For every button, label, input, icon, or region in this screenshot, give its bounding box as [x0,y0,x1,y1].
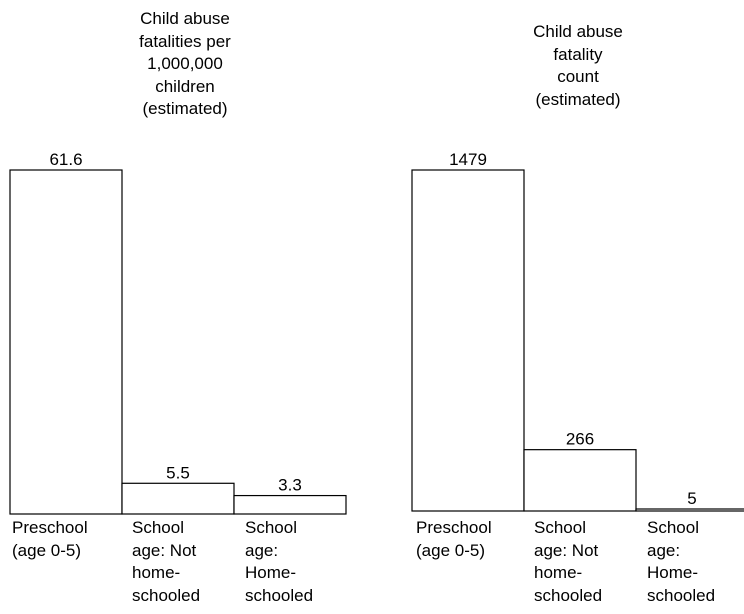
chart-title-line: Child abuse [533,22,623,41]
category-label-line: School [534,518,586,537]
category-label: Preschool (age 0-5) [416,517,528,562]
chart-title: Child abuse fatality count (estimated) [513,21,643,111]
category-label-line: schooled [245,585,314,605]
bar-value-label: 266 [566,430,594,449]
chart-count: Child abuse fatality count (estimated) 1… [372,0,744,614]
category-label-line: home- [534,563,583,582]
chart-title-line: Child abuse [140,9,230,28]
chart-title-line: (estimated) [535,89,621,109]
category-label-line: Home- [245,563,297,582]
category-label-line: School [647,518,699,537]
category-label-line: School [245,518,297,537]
category-label-line: home- [132,563,181,582]
chart-rate: Child abuse fatalities per 1,000,000 chi… [9,8,357,607]
chart-plot: 61.6 5.5 3.3 [9,150,347,515]
bar-value-label: 61.6 [49,150,82,169]
chart-title-line: fatality [553,44,603,64]
category-label-line: (age 0-5) [416,540,485,560]
bar [523,449,637,512]
chart-title-line: (estimated) [142,99,228,118]
bar [9,169,123,515]
bar-value-label: 1479 [449,150,487,169]
category-label-line: age: Not [132,540,197,560]
bar-value-label: 3.3 [278,476,302,495]
category-label-line: age: [245,540,279,560]
chart-title-line: count [557,67,599,86]
category-label-line: schooled [534,585,603,605]
category-label-line: age: Not [534,540,599,560]
category-label: School age: Not home- schooled [534,517,646,607]
bar [635,508,744,512]
category-label-line: age: [647,540,681,560]
chart-title-line: children [155,76,215,96]
category-label-line: schooled [647,585,716,605]
category-label-line: Preschool [416,518,492,537]
bar-value-label: 5 [687,489,696,508]
bar-value-label: 5.5 [166,463,190,482]
chart-plot: 1479 266 5 [411,150,744,512]
category-label-line: (age 0-5) [12,540,81,560]
category-label-line: schooled [132,585,201,605]
category-label: Preschool (age 0-5) [12,517,124,562]
bar [233,494,347,515]
chart-title-line: fatalities per [139,31,231,51]
category-label: School age: Home- schooled [245,517,357,607]
category-label: School age: Not home- schooled [132,517,244,607]
category-label-line: School [132,518,184,537]
chart-title: Child abuse fatalities per 1,000,000 chi… [120,8,250,121]
bar [411,169,525,512]
bar [121,482,235,515]
chart-title-line: 1,000,000 [147,54,223,73]
category-label-line: Preschool [12,518,88,537]
category-label: School age: Home- schooled [647,517,744,607]
category-label-line: Home- [647,563,699,582]
